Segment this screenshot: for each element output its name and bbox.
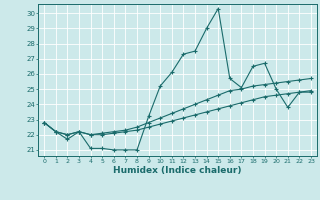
X-axis label: Humidex (Indice chaleur): Humidex (Indice chaleur) (113, 166, 242, 175)
